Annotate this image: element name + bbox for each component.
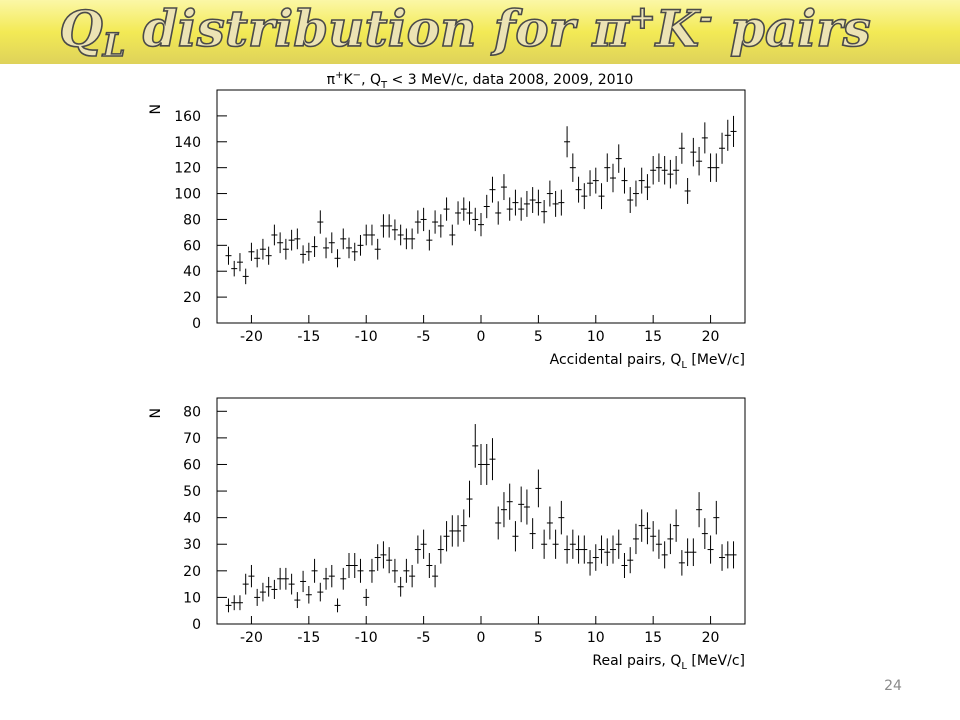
plot-frame (216, 89, 746, 324)
chart-subtitle: π+K−, QT < 3 MeV/c, data 2008, 2009, 201… (327, 70, 634, 91)
x-tick-label: 10 (587, 630, 605, 646)
plot-frame (216, 397, 746, 625)
y-tick-label: 0 (192, 617, 201, 633)
subtitle-part: − (353, 70, 361, 81)
x-tick-label: 15 (644, 630, 662, 646)
y-tick-label: 100 (174, 187, 201, 203)
y-tick-label: 80 (183, 212, 201, 228)
y-tick-label: 70 (183, 431, 201, 447)
title-part: - (699, 0, 712, 36)
page-number: 24 (884, 678, 902, 694)
subtitle-part: , Q (361, 72, 381, 88)
title-banner (0, 0, 960, 64)
title-part: distribution for π (125, 0, 630, 58)
title-part: L (102, 26, 126, 64)
y-tick-label: 80 (183, 404, 201, 420)
x-tick-label: -20 (240, 329, 263, 345)
y-tick-label: 50 (183, 484, 201, 500)
x-tick-label: -15 (297, 329, 320, 345)
x-tick-label: -5 (417, 329, 431, 345)
subtitle-part: < 3 MeV/c, data 2008, 2009, 2010 (387, 72, 633, 88)
title-part: Q (59, 0, 103, 58)
y-tick-label: 0 (192, 316, 201, 332)
y-tick-label: 20 (183, 290, 201, 306)
subtitle-part: π (327, 72, 336, 88)
x-axis-label: Real pairs, QL [MeV/c] (592, 653, 745, 672)
y-axis-label: N (148, 104, 164, 114)
x-tick-label: 5 (534, 329, 543, 345)
plot: -20 -15 -10 -5 0 5 10 15 20 0 10 20 30 40 50 60 70 80 (183, 397, 746, 646)
subtitle-part: T (380, 80, 388, 91)
subtitle-part: K (343, 72, 353, 88)
x-tick-label: -10 (355, 630, 378, 646)
x-tick-label: 20 (702, 630, 720, 646)
y-tick-label: 20 (183, 564, 201, 580)
xlabel-part: Accidental pairs, Q (550, 352, 682, 368)
x-axis-label: Accidental pairs, QL [MeV/c] (550, 352, 745, 371)
x-tick-label: 20 (702, 329, 720, 345)
y-tick-label: 30 (183, 537, 201, 553)
x-tick-label: -5 (417, 630, 431, 646)
x-tick-label: -10 (355, 329, 378, 345)
y-axis-label: N (148, 408, 164, 418)
y-tick-label: 120 (174, 161, 201, 177)
y-tick-label: 40 (183, 511, 201, 527)
x-tick-label: -15 (297, 630, 320, 646)
title-part: K (654, 0, 702, 58)
x-tick-label: 10 (587, 329, 605, 345)
xlabel-part: Real pairs, Q (592, 653, 681, 669)
y-tick-label: 40 (183, 264, 201, 280)
y-tick-label: 140 (174, 135, 201, 151)
y-tick-label: 160 (174, 109, 201, 125)
x-tick-label: 0 (477, 630, 486, 646)
xlabel-part: [MeV/c] (687, 653, 745, 669)
plot: -20 -15 -10 -5 0 5 10 15 20 0 20 40 60 80 100 120 140 160 (174, 89, 746, 345)
slide-title: QL distribution for π+K- pairs (59, 0, 871, 64)
x-tick-label: 0 (477, 329, 486, 345)
x-tick-label: 15 (644, 329, 662, 345)
subtitle-part: + (335, 70, 343, 81)
y-tick-label: 60 (183, 457, 201, 473)
y-tick-label: 60 (183, 238, 201, 254)
x-tick-label: -20 (240, 630, 263, 646)
xlabel-part: [MeV/c] (687, 352, 745, 368)
title-part: + (629, 0, 656, 36)
y-tick-label: 10 (183, 590, 201, 606)
x-tick-label: 5 (534, 630, 543, 646)
xlabel-part: L (681, 661, 687, 672)
title-part: pairs (713, 0, 871, 58)
xlabel-part: L (681, 360, 687, 371)
